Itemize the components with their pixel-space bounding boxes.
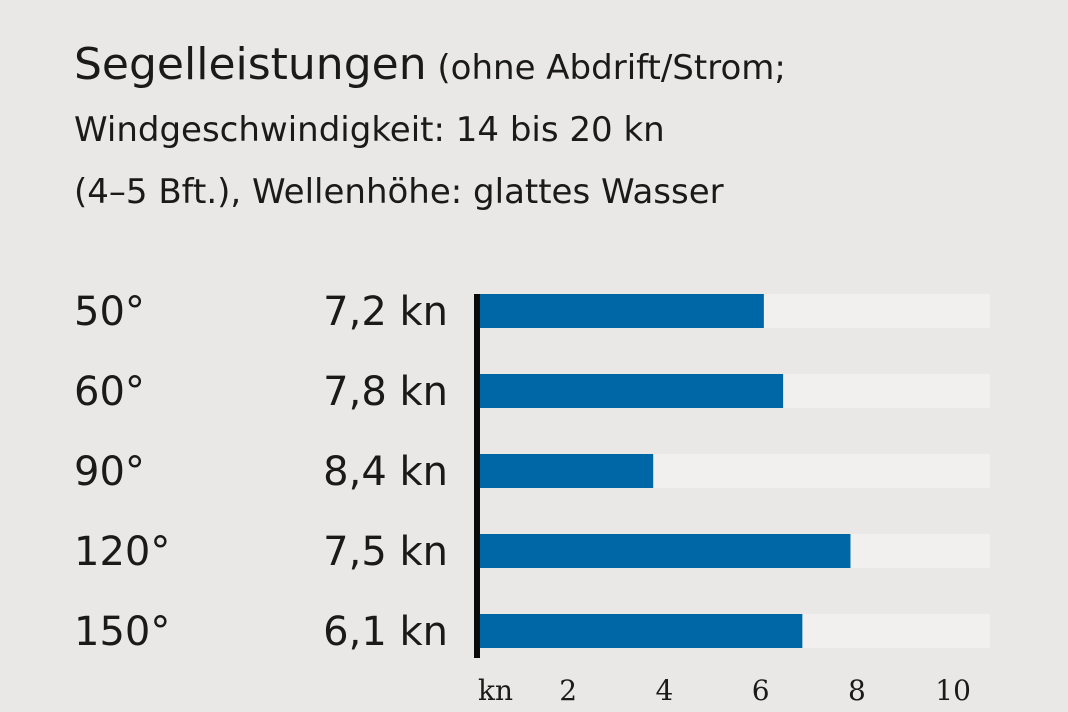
row-label-0: 50° xyxy=(74,289,145,335)
row-value-0: 7,2 kn xyxy=(323,289,448,335)
x-tick-label-0: 2 xyxy=(559,674,577,707)
title-line-2: Windgeschwindigkeit: 14 bis 20 kn xyxy=(74,110,665,150)
row-label-1: 60° xyxy=(74,369,145,415)
row-value-3: 7,5 kn xyxy=(323,529,448,575)
chart-title: Segelleistungen (ohne Abdrift/Strom; Win… xyxy=(74,34,1034,223)
row-label-4: 150° xyxy=(74,609,170,655)
bar-0 xyxy=(480,294,764,328)
row-value-2: 8,4 kn xyxy=(323,449,448,495)
row-value-1: 7,8 kn xyxy=(323,369,448,415)
row-label-3: 120° xyxy=(74,529,170,575)
y-axis-line xyxy=(474,294,480,658)
x-tick-label-3: 8 xyxy=(848,674,866,707)
x-tick-label-4: 10 xyxy=(935,674,971,707)
bar-4 xyxy=(480,614,803,648)
row-value-4: 6,1 kn xyxy=(323,609,448,655)
title-main: Segelleistungen xyxy=(74,39,427,90)
title-line-3: (4–5 Bft.), Wellenhöhe: glattes Wasser xyxy=(74,172,724,212)
title-subtitle-part-1: (ohne Abdrift/Strom; xyxy=(426,48,786,88)
title-line-1: Segelleistungen (ohne Abdrift/Strom; xyxy=(74,34,1034,99)
bar-1 xyxy=(480,374,784,408)
x-axis-unit-label: kn xyxy=(478,674,513,707)
bar-3 xyxy=(480,534,851,568)
x-tick-label-1: 4 xyxy=(656,674,674,707)
bar-2 xyxy=(480,454,654,488)
row-label-2: 90° xyxy=(74,449,145,495)
x-tick-label-2: 6 xyxy=(752,674,770,707)
